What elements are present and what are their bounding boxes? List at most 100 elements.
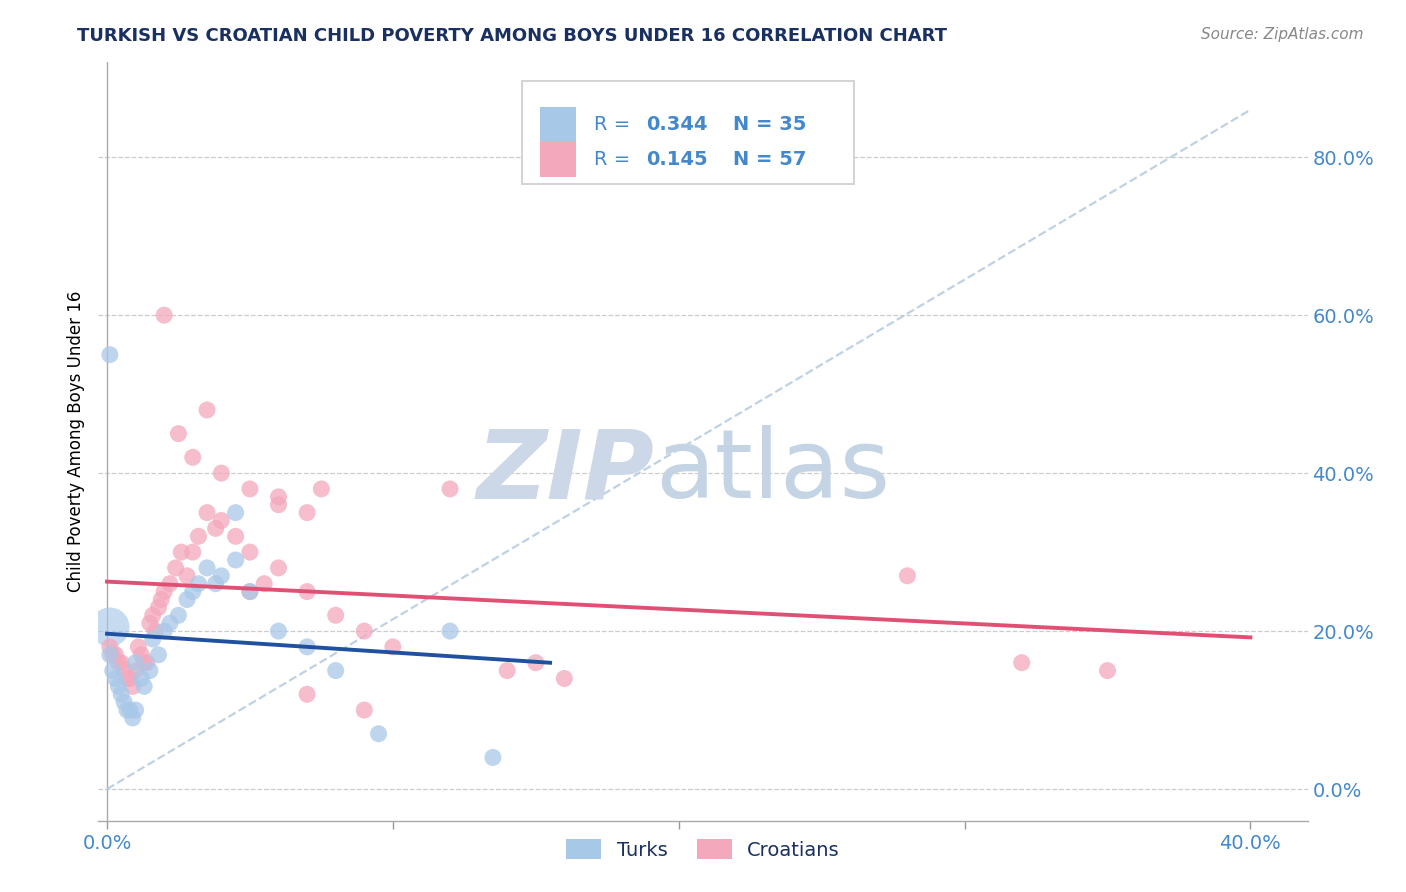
Point bbox=[134, 656, 156, 670]
Point bbox=[1097, 664, 1119, 678]
Text: N = 35: N = 35 bbox=[734, 115, 807, 135]
Text: TURKISH VS CROATIAN CHILD POVERTY AMONG BOYS UNDER 16 CORRELATION CHART: TURKISH VS CROATIAN CHILD POVERTY AMONG … bbox=[77, 27, 948, 45]
Point bbox=[110, 687, 132, 701]
Point bbox=[115, 672, 138, 686]
Point bbox=[129, 648, 152, 662]
Point bbox=[124, 656, 146, 670]
Point bbox=[295, 584, 318, 599]
Point bbox=[187, 529, 209, 543]
Point bbox=[353, 703, 375, 717]
Text: 0.145: 0.145 bbox=[647, 150, 707, 169]
Point bbox=[107, 679, 129, 693]
Point bbox=[98, 348, 121, 362]
Point bbox=[195, 506, 218, 520]
Point bbox=[225, 506, 247, 520]
Point bbox=[134, 679, 156, 693]
FancyBboxPatch shape bbox=[540, 141, 576, 178]
Point bbox=[167, 426, 190, 441]
Point bbox=[209, 514, 232, 528]
Point bbox=[195, 561, 218, 575]
Point bbox=[153, 624, 176, 639]
Point bbox=[204, 576, 226, 591]
Point bbox=[124, 664, 146, 678]
Point bbox=[121, 679, 143, 693]
FancyBboxPatch shape bbox=[522, 81, 855, 184]
Point bbox=[101, 664, 124, 678]
FancyBboxPatch shape bbox=[540, 107, 576, 144]
Text: Source: ZipAtlas.com: Source: ZipAtlas.com bbox=[1201, 27, 1364, 42]
Point bbox=[295, 506, 318, 520]
Text: N = 57: N = 57 bbox=[734, 150, 807, 169]
Point bbox=[176, 569, 198, 583]
Point bbox=[239, 482, 262, 496]
Point bbox=[148, 600, 170, 615]
Point bbox=[295, 640, 318, 654]
Point bbox=[367, 727, 389, 741]
Point bbox=[195, 403, 218, 417]
Text: atlas: atlas bbox=[655, 425, 890, 518]
Point bbox=[112, 664, 135, 678]
Point bbox=[325, 664, 347, 678]
Legend: Turks, Croatians: Turks, Croatians bbox=[558, 831, 848, 868]
Point bbox=[209, 569, 232, 583]
Point bbox=[439, 482, 461, 496]
Point bbox=[176, 592, 198, 607]
Point bbox=[1011, 656, 1033, 670]
Point bbox=[124, 703, 146, 717]
Point bbox=[104, 672, 127, 686]
Point bbox=[311, 482, 333, 496]
Point bbox=[159, 576, 181, 591]
Y-axis label: Child Poverty Among Boys Under 16: Child Poverty Among Boys Under 16 bbox=[66, 291, 84, 592]
Point bbox=[150, 592, 173, 607]
Point bbox=[267, 624, 290, 639]
Point bbox=[204, 521, 226, 535]
Text: R =: R = bbox=[595, 150, 637, 169]
Point bbox=[325, 608, 347, 623]
Point bbox=[225, 553, 247, 567]
Point bbox=[181, 545, 204, 559]
Point bbox=[98, 648, 121, 662]
Point bbox=[107, 656, 129, 670]
Point bbox=[295, 687, 318, 701]
Point bbox=[115, 703, 138, 717]
Point bbox=[165, 561, 187, 575]
Point bbox=[170, 545, 193, 559]
Point bbox=[142, 632, 165, 646]
Point bbox=[153, 584, 176, 599]
Point bbox=[482, 750, 505, 764]
Point bbox=[181, 584, 204, 599]
Point bbox=[139, 616, 162, 631]
Point bbox=[896, 569, 918, 583]
Point bbox=[167, 608, 190, 623]
Point bbox=[101, 648, 124, 662]
Point bbox=[524, 656, 547, 670]
Point bbox=[118, 703, 141, 717]
Point bbox=[112, 695, 135, 709]
Point bbox=[225, 529, 247, 543]
Point bbox=[267, 498, 290, 512]
Point bbox=[139, 664, 162, 678]
Point bbox=[110, 656, 132, 670]
Point bbox=[187, 576, 209, 591]
Point bbox=[98, 620, 121, 634]
Point bbox=[209, 466, 232, 480]
Point bbox=[142, 608, 165, 623]
Text: R =: R = bbox=[595, 115, 637, 135]
Point bbox=[267, 490, 290, 504]
Point bbox=[267, 561, 290, 575]
Point bbox=[181, 450, 204, 465]
Point bbox=[118, 672, 141, 686]
Point bbox=[121, 711, 143, 725]
Point bbox=[553, 672, 575, 686]
Point bbox=[136, 656, 159, 670]
Point bbox=[153, 308, 176, 322]
Point bbox=[496, 664, 519, 678]
Point bbox=[127, 640, 149, 654]
Point bbox=[104, 648, 127, 662]
Point bbox=[381, 640, 404, 654]
Point bbox=[439, 624, 461, 639]
Point bbox=[239, 545, 262, 559]
Point bbox=[98, 640, 121, 654]
Point bbox=[253, 576, 276, 591]
Point bbox=[239, 584, 262, 599]
